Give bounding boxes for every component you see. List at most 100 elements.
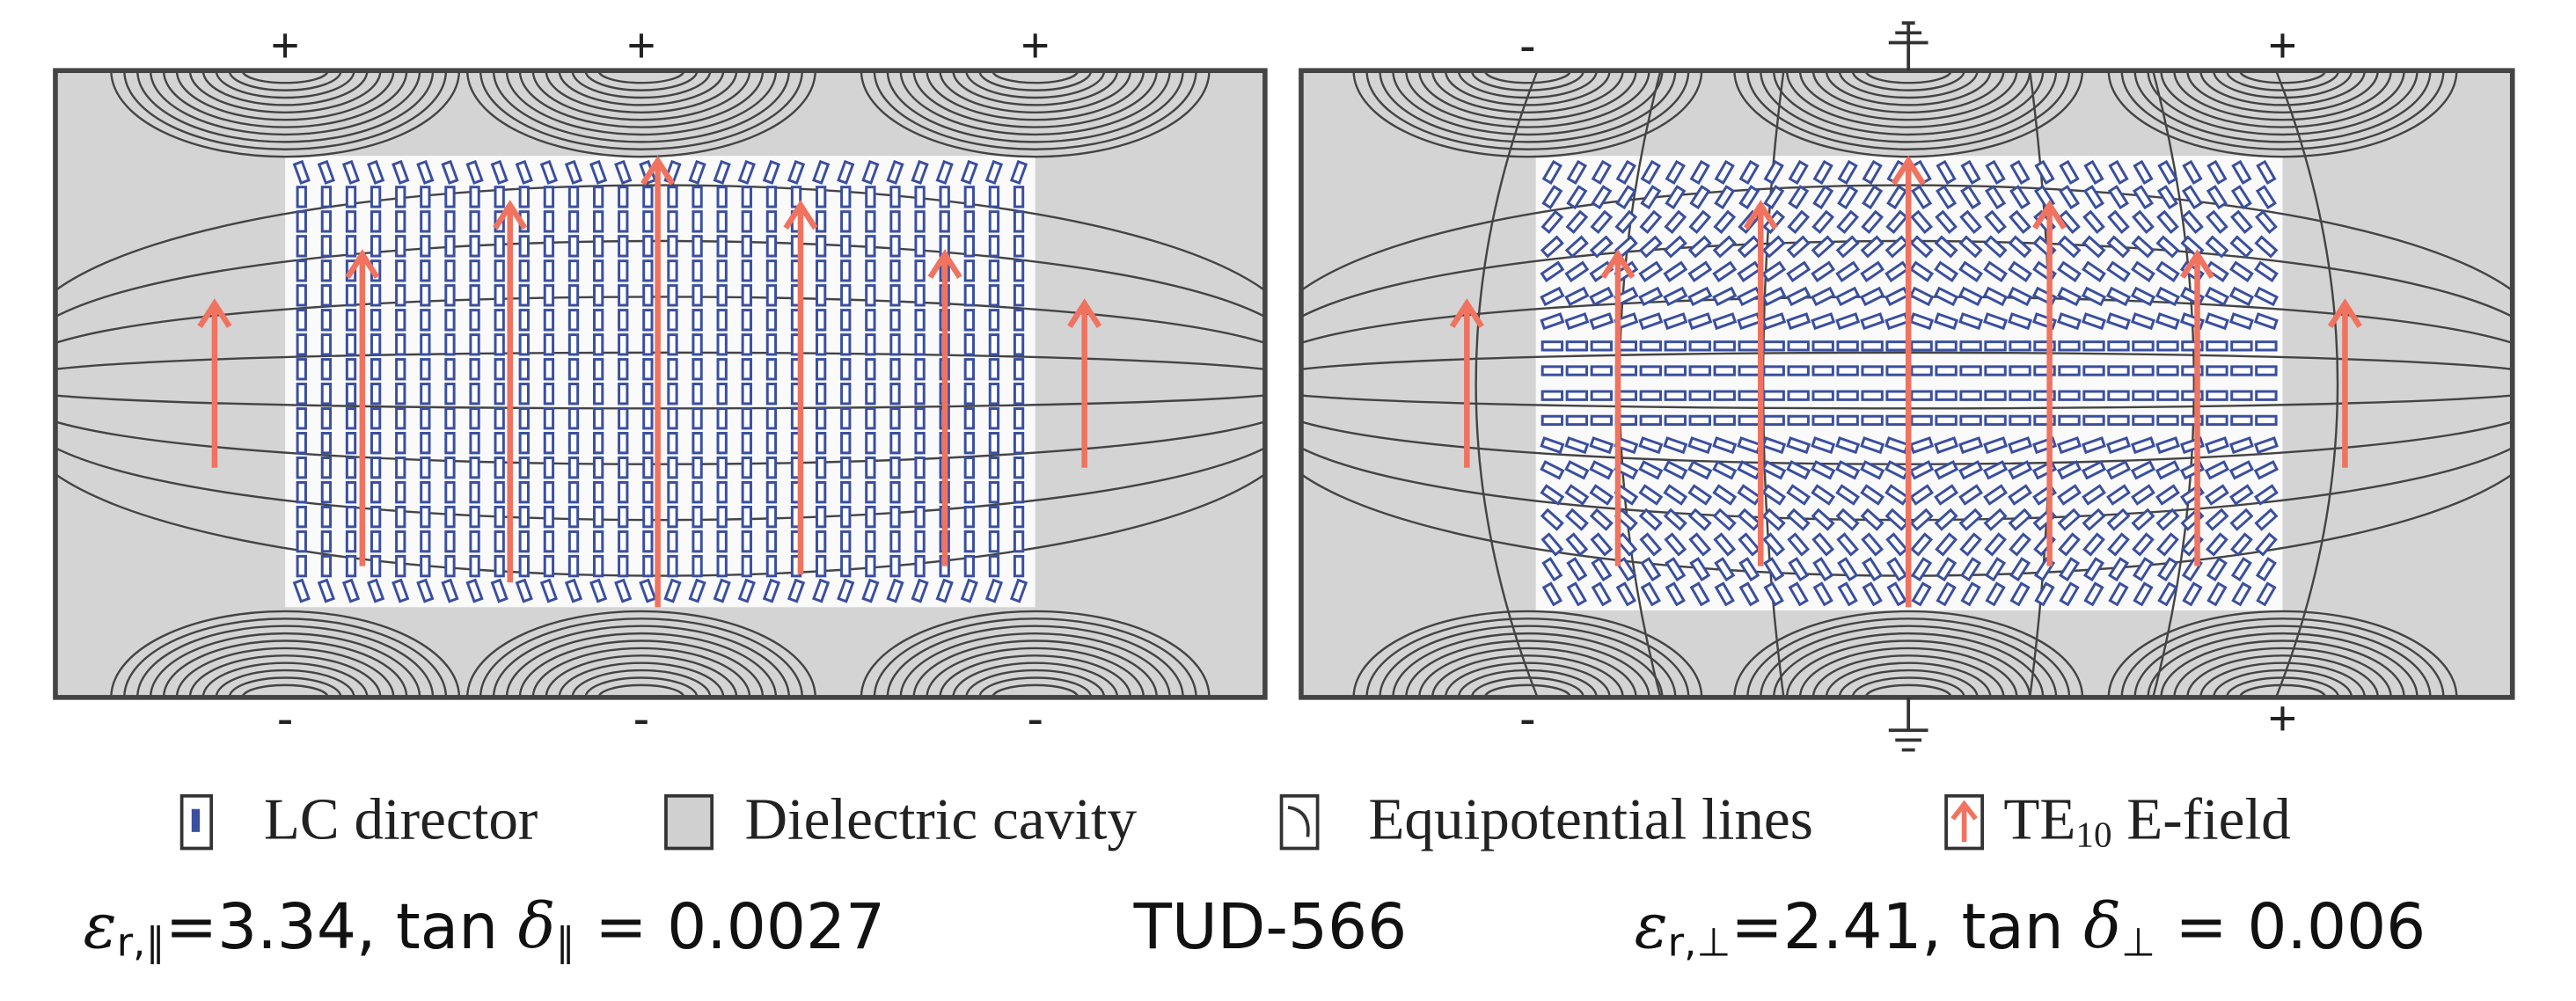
lc-director (1982, 460, 2009, 480)
lc-director (494, 235, 505, 258)
lc-director (490, 159, 509, 185)
lc-director (1738, 557, 1760, 582)
lc-director (420, 383, 431, 406)
lc-director (543, 407, 555, 430)
lc-director (914, 432, 926, 455)
lc-director (2082, 557, 2105, 582)
lc-director (840, 210, 852, 233)
lc-director (2206, 581, 2228, 607)
lc-director (518, 407, 530, 430)
lc-director (1786, 235, 1811, 259)
lc-director (1861, 365, 1884, 376)
lc-director (2007, 286, 2033, 307)
caption-text: ε (1635, 888, 1668, 961)
lc-director (1761, 508, 1786, 531)
lc-director (1013, 358, 1025, 381)
lc-director (2204, 312, 2229, 331)
lc-director (320, 554, 333, 578)
lc-director (1540, 484, 1565, 506)
lc-director (1786, 484, 1811, 506)
lc-director (1540, 414, 1564, 427)
lc-director (370, 358, 382, 381)
lc-director (494, 259, 505, 282)
lc-director (296, 432, 307, 455)
lc-director (889, 505, 901, 529)
equipotential-line (952, 661, 1119, 698)
equipotential-line (2107, 610, 2458, 698)
lc-director (543, 284, 555, 307)
lc-director (2107, 414, 2130, 427)
lc-director (861, 159, 880, 185)
lc-director (988, 284, 1000, 307)
lc-director (1638, 235, 1663, 259)
lc-director (865, 407, 876, 430)
equipotential-line (175, 70, 395, 121)
lc-director (2205, 235, 2229, 259)
lc-director (2130, 286, 2156, 307)
lc-director (1811, 484, 1836, 506)
lc-director (692, 480, 703, 504)
lc-director (765, 407, 778, 430)
lc-director (567, 457, 580, 479)
lc-director (1811, 312, 1836, 331)
lc-director (1737, 508, 1761, 531)
electrode-sign: - (1519, 18, 1536, 73)
lc-director (1689, 159, 1710, 185)
legend (179, 793, 1985, 851)
lc-director (1811, 414, 1834, 427)
lc-director (1935, 414, 1958, 427)
lc-director (395, 457, 406, 479)
lc-director (2156, 209, 2179, 234)
lc-director (1737, 260, 1762, 282)
lc-director (2132, 557, 2154, 582)
lc-director (296, 407, 307, 430)
lc-director (667, 554, 678, 578)
lc-director (618, 235, 629, 258)
lc-director (469, 383, 480, 406)
lc-director (1664, 340, 1687, 352)
equipotential-line (978, 70, 1093, 91)
lc-director (2057, 260, 2082, 282)
lc-director (815, 186, 827, 208)
lc-director (865, 284, 876, 307)
lc-director (567, 554, 580, 578)
lc-director (2083, 159, 2104, 185)
lc-director (618, 333, 629, 356)
lc-director (1762, 414, 1785, 427)
lc-director (592, 309, 604, 332)
lc-director (1936, 159, 1957, 185)
lc-director (1738, 365, 1760, 376)
equipotential-line (1825, 70, 1992, 106)
lc-director (1958, 484, 1984, 506)
lc-director (518, 235, 530, 258)
lc-director (296, 186, 307, 208)
equipotential-line (1379, 70, 1677, 143)
lc-director (889, 333, 901, 356)
lc-director (1836, 414, 1859, 427)
lc-director (963, 554, 975, 578)
lc-director (840, 284, 852, 307)
lc-director (1589, 235, 1614, 259)
lc-director (741, 309, 752, 332)
lc-director (741, 358, 752, 381)
lc-director (567, 259, 580, 282)
lc-director (2253, 260, 2279, 282)
legend-text: E-field (2111, 786, 2290, 852)
lc-director (988, 259, 1000, 282)
lc-director (2058, 365, 2081, 376)
lc-director (889, 235, 901, 258)
lc-director (1811, 508, 1835, 531)
lc-director (1934, 508, 1958, 531)
lc-director (296, 480, 307, 504)
legend-icon (1950, 800, 1978, 843)
lc-director (2156, 185, 2178, 210)
lc-director (1664, 390, 1687, 401)
equipotential-line (1746, 617, 2071, 698)
lc-director (518, 505, 530, 529)
lc-director (1983, 436, 2009, 455)
lc-director (642, 432, 654, 455)
lc-director (1687, 460, 1713, 480)
equipotential-line (1483, 70, 1572, 84)
lc-director (1911, 185, 1933, 210)
lc-director (1910, 365, 1933, 376)
